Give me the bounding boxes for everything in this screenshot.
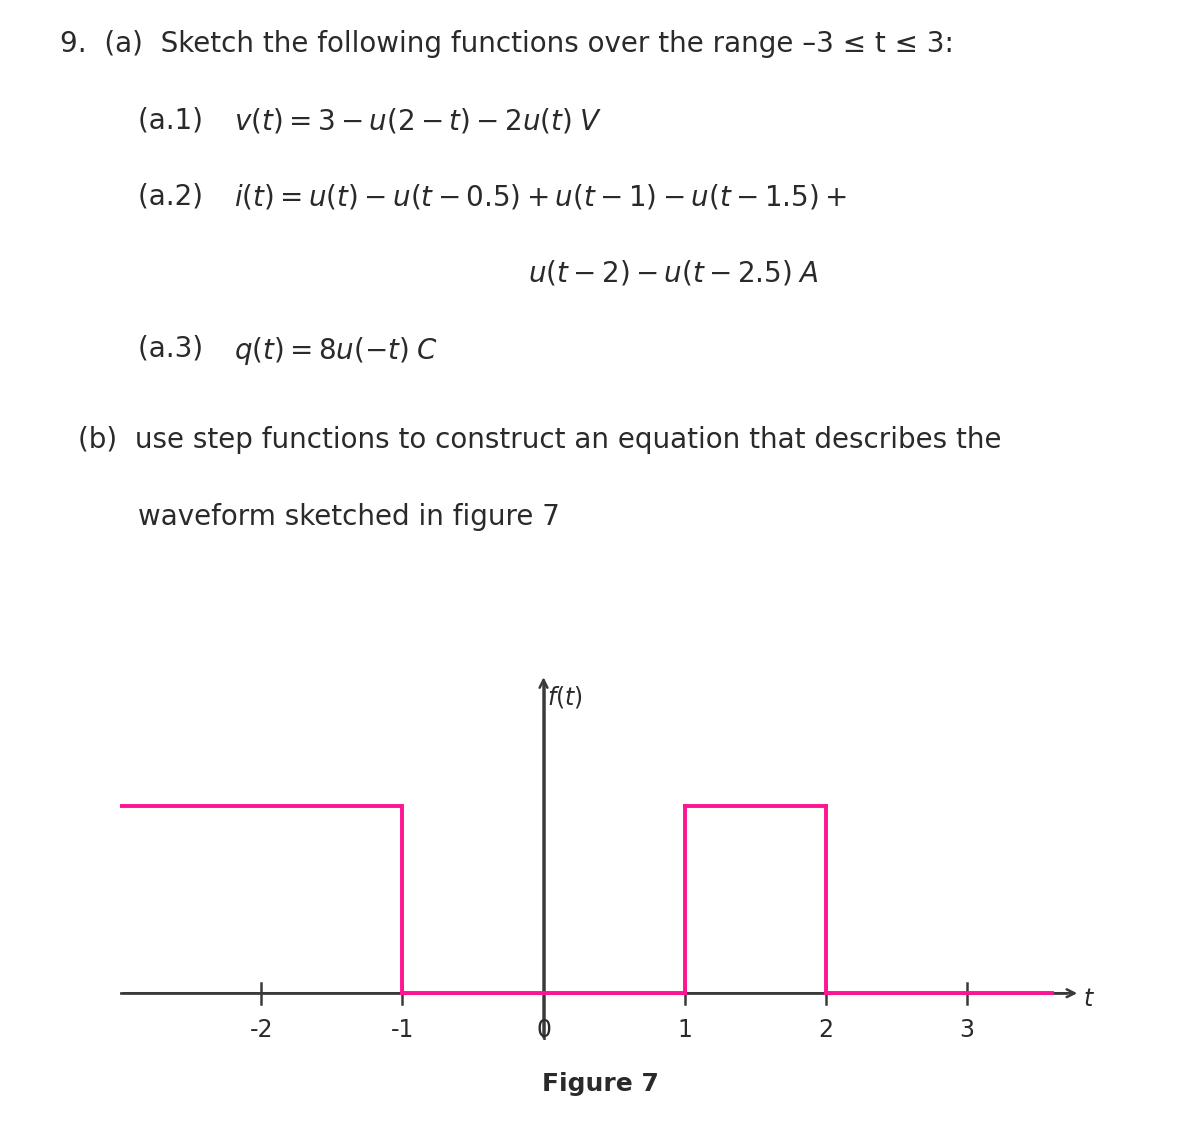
Text: 0: 0 bbox=[536, 1017, 551, 1041]
Text: -2: -2 bbox=[250, 1017, 272, 1041]
Text: Figure 7: Figure 7 bbox=[541, 1072, 659, 1095]
Text: $v(t) = 3 - u(2 - t) - 2u(t)\;V$: $v(t) = 3 - u(2 - t) - 2u(t)\;V$ bbox=[234, 106, 602, 135]
Text: 9.  (a)  Sketch the following functions over the range –3 ≤ t ≤ 3:: 9. (a) Sketch the following functions ov… bbox=[60, 30, 954, 58]
Text: $i(t) = u(t) - u(t - 0.5) + u(t - 1) - u(t - 1.5) +$: $i(t) = u(t) - u(t - 0.5) + u(t - 1) - u… bbox=[234, 182, 847, 211]
Text: -1: -1 bbox=[391, 1017, 414, 1041]
Text: $u(t - 2) - u(t - 2.5)\;A$: $u(t - 2) - u(t - 2.5)\;A$ bbox=[528, 258, 818, 288]
Text: $q(t) = 8u(-t)\;C$: $q(t) = 8u(-t)\;C$ bbox=[234, 335, 438, 367]
Text: 2: 2 bbox=[818, 1017, 833, 1041]
Text: (a.3): (a.3) bbox=[138, 335, 221, 362]
Text: (b)  use step functions to construct an equation that describes the: (b) use step functions to construct an e… bbox=[78, 426, 1002, 454]
Text: (a.2): (a.2) bbox=[138, 182, 221, 210]
Text: (a.1): (a.1) bbox=[138, 106, 221, 134]
Text: $t$: $t$ bbox=[1082, 986, 1094, 1010]
Text: waveform sketched in figure 7: waveform sketched in figure 7 bbox=[138, 503, 560, 530]
Text: 1: 1 bbox=[677, 1017, 692, 1041]
Text: 3: 3 bbox=[960, 1017, 974, 1041]
Text: $f(t)$: $f(t)$ bbox=[547, 684, 583, 710]
